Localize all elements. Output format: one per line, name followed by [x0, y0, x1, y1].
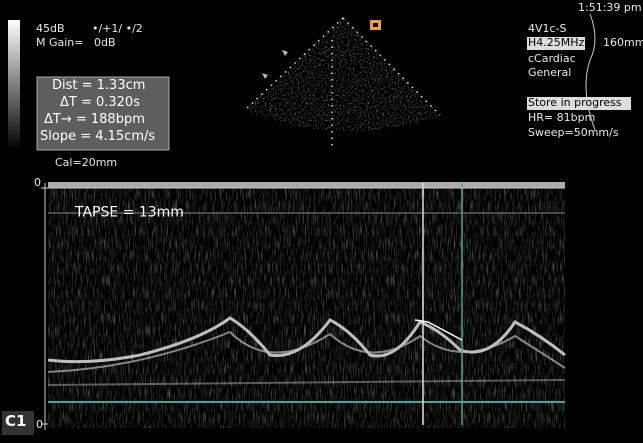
- frequency: H4.25MHz: [528, 36, 585, 49]
- m-gain-label: M Gain=: [36, 36, 84, 49]
- depth-bottom: 0: [36, 418, 43, 431]
- tapse-annotation: TAPSE = 13mm: [74, 205, 184, 221]
- status: Store in progress: [528, 96, 622, 109]
- gray-scale-bar: [8, 20, 20, 150]
- probe: 4V1c-S: [528, 22, 567, 35]
- measurement: ΔT→ = 188bpm: [44, 112, 145, 127]
- measurement: Slope = 4.15cm/s: [40, 129, 155, 144]
- heart-rate: HR= 81bpm: [528, 111, 595, 124]
- depth-top: 0: [34, 176, 41, 189]
- panel-label: C1: [5, 412, 26, 430]
- measurement: Dist = 1.33cm: [52, 78, 145, 93]
- depth: 160mm: [603, 36, 643, 49]
- time: 1:51:39 pm: [578, 1, 642, 14]
- mode: General: [528, 66, 571, 79]
- calibration: Cal=20mm: [55, 156, 117, 169]
- persistence: •/+1/ •/2: [92, 22, 143, 35]
- gain: 45dB: [36, 22, 65, 35]
- ultrasound-screen: 45dB •/+1/ •/2 M Gain= 0dB Dist = 1.33cm…: [0, 0, 643, 439]
- m-gain-value: 0dB: [94, 36, 116, 49]
- preset: cCardiac: [528, 52, 576, 65]
- sweep: Sweep=50mm/s: [528, 126, 619, 139]
- measurement: ΔT = 0.320s: [60, 95, 140, 110]
